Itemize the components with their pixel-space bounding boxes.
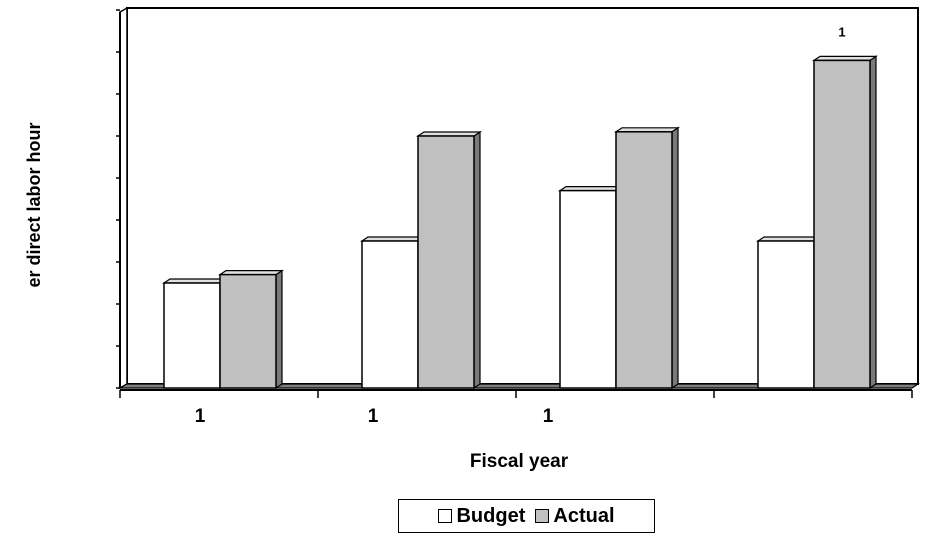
bar-budget [361, 240, 419, 389]
bar-side-actual [671, 126, 679, 390]
y-axis-title: er direct labor hour [24, 122, 44, 287]
bar-actual [813, 59, 871, 389]
bar-actual [219, 273, 277, 389]
legend-label-budget: Budget [456, 504, 526, 527]
bar-side-actual [869, 55, 877, 390]
x-tick-label: 1 [368, 406, 379, 427]
data-label: 1 [838, 24, 845, 39]
x-tick-label: 1 [543, 406, 554, 427]
legend-swatch-budget [438, 509, 453, 523]
bar-actual [615, 131, 673, 389]
bar-side-actual [275, 269, 283, 390]
legend-swatch-actual [535, 509, 550, 523]
plot-side-wall [119, 6, 128, 390]
bar-budget [163, 282, 221, 389]
x-axis-title: Fiscal year [470, 451, 569, 472]
legend: Budget Actual [398, 499, 655, 533]
bar-side-actual [473, 130, 481, 390]
bar-actual [417, 135, 475, 389]
bar-budget [559, 189, 617, 389]
legend-entry-budget: Budget [438, 505, 525, 528]
legend-entry-actual: Actual [535, 504, 615, 528]
x-tick-label: 1 [195, 406, 206, 427]
bar-budget [757, 240, 815, 389]
legend-label-actual: Actual [553, 504, 615, 527]
